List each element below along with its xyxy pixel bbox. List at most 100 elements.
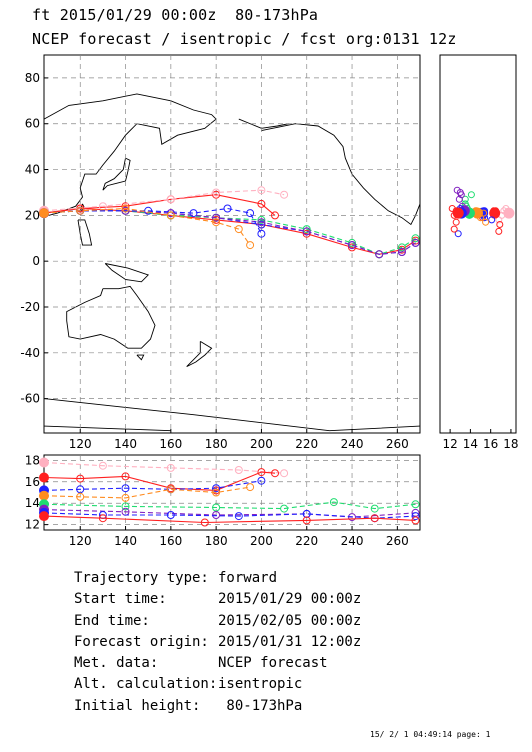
trajectory-point (257, 476, 266, 485)
trajectory-point (397, 248, 406, 256)
trajectory-point (98, 514, 107, 523)
trajectory-point (411, 516, 420, 525)
trajectory-point (121, 204, 130, 213)
trajectory-point (121, 472, 130, 481)
trajectory-point (411, 512, 420, 521)
y-tick-label: -40 (20, 346, 40, 360)
height-latitude-point (452, 207, 460, 215)
trajectory-point (370, 504, 379, 513)
trajectory-point (246, 241, 255, 250)
info-row: Trajectory type: forward (74, 568, 361, 589)
trajectory-point (212, 486, 221, 495)
trajectory-point (370, 514, 379, 523)
trajectory-point (212, 511, 221, 519)
x-tick-label: 220 (295, 437, 318, 451)
x-tick-label: 12 (442, 437, 457, 451)
height-latitude-point (496, 221, 504, 228)
plot-frame (43, 54, 421, 434)
info-label: Forecast origin: (74, 633, 209, 650)
height-latitude-point (455, 195, 463, 203)
height-latitude-point (450, 211, 458, 219)
trajectory-point (271, 469, 279, 478)
trajectory-point (121, 493, 130, 502)
trajectory-point (302, 229, 311, 238)
trajectory-point (166, 209, 175, 218)
trajectory-point (397, 245, 406, 254)
trajectory-line (43, 210, 416, 255)
info-value: 80-173hPa (218, 697, 303, 714)
height-latitude-point (492, 207, 500, 215)
trajectory-point (212, 218, 221, 227)
coastline (43, 93, 217, 216)
trajectory-line (43, 501, 416, 510)
info-row: Alt. calculation: isentropic (74, 674, 361, 695)
trajectory-point (76, 492, 85, 501)
trajectory-point (234, 512, 243, 521)
trajectory-point (166, 511, 175, 519)
trajectory-point (348, 513, 356, 522)
plot-frame (439, 54, 517, 434)
trajectory-point (348, 238, 356, 247)
trajectory-point (257, 229, 266, 238)
trajectory-point (166, 463, 175, 472)
coastline (43, 398, 421, 432)
info-row: Met. data: NCEP forecast (74, 653, 361, 674)
trajectory-point (212, 190, 221, 199)
x-tick-label: 160 (159, 437, 182, 451)
trajectory-line (43, 486, 251, 499)
trajectory-point (121, 484, 130, 493)
x-tick-label: 180 (205, 534, 228, 548)
info-label: Met. data: (74, 655, 159, 672)
trajectory-point (39, 490, 49, 501)
height-latitude-point (453, 186, 461, 194)
trajectory-point (280, 469, 289, 478)
trajectory-line (43, 210, 416, 255)
x-tick-label: 180 (205, 437, 228, 451)
trajectory-point (411, 234, 420, 243)
info-value: forward (218, 570, 278, 586)
trajectory-point (212, 215, 221, 224)
coastlines (43, 93, 421, 432)
trajectory-point (76, 474, 85, 483)
trajectory-line (43, 210, 416, 255)
trajectory-point (166, 211, 175, 220)
trajectory-point (212, 484, 221, 493)
info-value: 2015/02/05 00:00z (218, 612, 362, 629)
chart-title-line1: ft 2015/01/29 00:00z 80-173hPa (32, 6, 319, 24)
height-latitude-point (482, 218, 490, 226)
y-tick-label: 20 (25, 208, 40, 222)
height-latitude-point (500, 207, 508, 215)
trajectory-point (39, 208, 49, 219)
trajectory-point (212, 188, 221, 197)
x-tick-label: 200 (250, 534, 273, 548)
trajectory-point (212, 488, 221, 497)
trajectory-line (43, 480, 262, 491)
height-latitude-point (477, 214, 484, 222)
trajectory-point (411, 238, 420, 247)
trajectory-point (348, 243, 356, 252)
trajectory-point (257, 186, 266, 195)
trajectory-point (39, 472, 49, 483)
height-latitude-point (450, 225, 458, 233)
height-time-panel: 120 140 160 180 200 220 240 260 12 14 16 18 (25, 453, 421, 548)
y-tick-label: 60 (25, 117, 40, 131)
trajectory-point (257, 220, 266, 229)
trajectory-point (121, 502, 130, 511)
trajectory-point (397, 243, 406, 252)
trajectory-point (271, 211, 279, 220)
trajectory-point (302, 516, 311, 525)
chart-title-line2: NCEP forecast / isentropic / fcst org:01… (32, 30, 457, 48)
info-value: isentropic (218, 676, 303, 693)
trajectory-line (43, 515, 416, 524)
trajectory-point (280, 190, 289, 199)
info-label: Start time: (74, 591, 167, 608)
y-tick-label: 40 (25, 163, 40, 177)
height-latitude-point (457, 191, 465, 199)
trajectory-point (280, 504, 289, 513)
trajectory-line (43, 207, 251, 246)
trajectory-point (98, 461, 107, 470)
x-tick-label: 160 (159, 534, 182, 548)
trajectory-point (246, 483, 255, 492)
info-row: Start time: 2015/01/29 00:00z (74, 589, 361, 610)
x-tick-label: 140 (114, 534, 137, 548)
